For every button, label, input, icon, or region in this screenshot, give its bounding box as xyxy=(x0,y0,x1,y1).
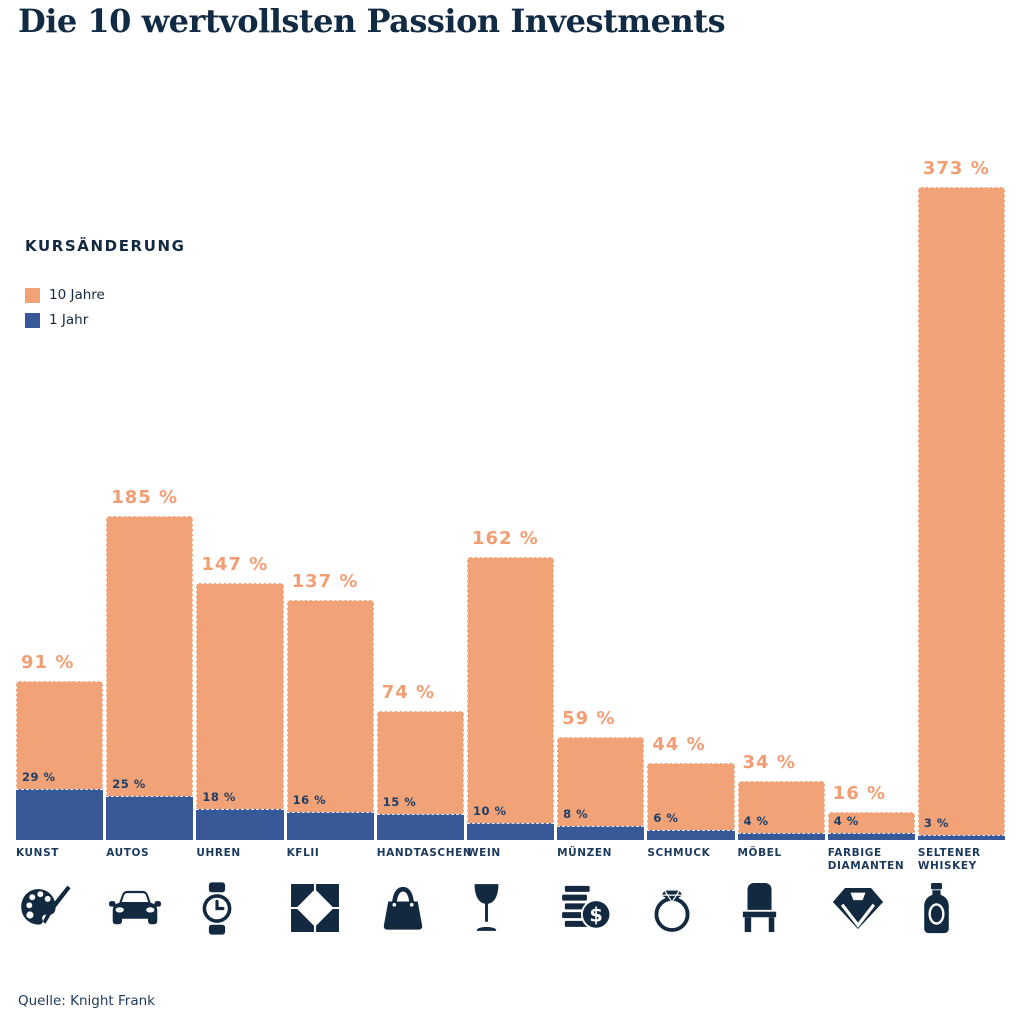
category-label: MÖBEL xyxy=(737,847,782,859)
bar-10y xyxy=(466,556,555,840)
legend-swatch-10-jahre xyxy=(25,287,40,303)
bar-1y-value-label: 8 % xyxy=(563,807,589,821)
column-bars: 16 % 4 % xyxy=(827,150,915,840)
column-bars: 34 % 4 % xyxy=(737,150,825,840)
ring-icon xyxy=(647,880,734,936)
category-label: SCHMUCK xyxy=(647,847,711,859)
bar-10y-value-label: 373 % xyxy=(922,158,990,180)
bar-10y-value-label: 44 % xyxy=(652,734,706,755)
bar-1y xyxy=(466,822,555,840)
bar-1y xyxy=(286,812,374,840)
diamond-icon xyxy=(828,880,915,936)
column-bars: 74 % 15 % xyxy=(376,150,464,840)
column-bars: 59 % 8 % xyxy=(557,150,645,840)
palette-icon xyxy=(16,880,103,936)
column-bars: 137 % 16 % xyxy=(286,150,374,840)
watch-icon xyxy=(196,880,283,936)
bar-1y xyxy=(106,796,194,840)
bar-10y-value-label: 91 % xyxy=(21,651,75,673)
chart-column: 185 % 25 % AUTOS xyxy=(106,150,194,936)
category-label: SELTENER WHISKEY xyxy=(917,847,981,872)
bar-10y-value-label: 162 % xyxy=(471,527,539,549)
chart-column: 34 % 4 % MÖBEL xyxy=(737,150,825,936)
chair-icon xyxy=(738,880,825,936)
category-label: KFLII xyxy=(286,847,320,859)
bar-1y xyxy=(647,829,735,840)
bar-1y xyxy=(376,813,464,840)
kflii-icon xyxy=(287,880,374,936)
bar-10y xyxy=(196,582,284,840)
bar-1y xyxy=(827,833,915,840)
category-label: MÜNZEN xyxy=(557,847,613,859)
category-label: HANDTASCHEN xyxy=(376,847,473,859)
bar-1y xyxy=(557,826,645,840)
chart-column: 74 % 15 % HANDTASCHEN xyxy=(376,150,473,936)
bar-1y-value-label: 4 % xyxy=(833,814,859,828)
column-bars: 147 % 18 % xyxy=(196,150,284,840)
bar-1y xyxy=(917,834,1006,840)
bar-10y-value-label: 34 % xyxy=(742,751,796,773)
bar-10y-value-label: 137 % xyxy=(291,571,359,593)
bar-10y xyxy=(917,187,1006,840)
bar-1y xyxy=(196,808,284,840)
category-label: FARBIGE DIAMANTEN xyxy=(827,847,905,872)
bar-10y-value-label: 16 % xyxy=(832,783,887,804)
legend-item-10-jahre: 10 Jahre xyxy=(25,287,186,303)
bar-10y-value-label: 59 % xyxy=(562,707,616,729)
bar-1y-value-label: 6 % xyxy=(653,810,679,825)
column-bars: 162 % 10 % xyxy=(466,150,555,840)
column-bars: 91 % 29 % xyxy=(16,150,104,840)
bar-1y xyxy=(737,833,825,840)
bar-1y-value-label: 4 % xyxy=(743,814,769,828)
chart-column: 44 % 6 % SCHMUCK xyxy=(647,150,735,936)
bar-10y xyxy=(647,763,735,840)
bar-1y-value-label: 3 % xyxy=(923,815,949,830)
chart-column: 137 % 16 % KFLII xyxy=(286,150,374,936)
category-label: AUTOS xyxy=(106,847,150,859)
category-label: UHREN xyxy=(196,847,241,859)
chart-column: 59 % 8 % MÜNZEN $ xyxy=(557,150,645,936)
whiskey-bottle-icon xyxy=(918,880,1005,936)
chart-column: 162 % 10 % WEIN xyxy=(466,150,555,936)
bar-1y-value-label: 15 % xyxy=(382,794,417,809)
category-label: KUNST xyxy=(16,847,59,859)
bar-1y-value-label: 18 % xyxy=(202,789,236,804)
wine-glass-icon xyxy=(467,880,554,936)
page-title: Die 10 wertvollsten Passion Investments xyxy=(18,2,726,40)
bar-chart: 91 % 29 % KUNST 185 % 25 % AUTOS xyxy=(16,150,1006,936)
bar-10y-value-label: 147 % xyxy=(201,553,269,575)
column-bars: 44 % 6 % xyxy=(647,150,735,840)
legend-item-1-jahr: 1 Jahr xyxy=(25,312,186,328)
bar-10y xyxy=(286,600,374,840)
handbag-icon xyxy=(377,880,464,936)
bar-10y xyxy=(557,736,645,840)
legend-items: 10 Jahre 1 Jahr xyxy=(25,287,186,328)
car-icon xyxy=(106,880,193,936)
chart-column: 147 % 18 % UHREN xyxy=(196,150,284,936)
legend-label-10-jahre: 10 Jahre xyxy=(49,287,105,303)
bar-1y-value-label: 10 % xyxy=(472,803,507,818)
legend-title: KURSÄNDERUNG xyxy=(25,237,186,255)
legend-label-1-jahr: 1 Jahr xyxy=(49,312,89,328)
bar-10y-value-label: 185 % xyxy=(111,487,179,509)
bar-1y-value-label: 25 % xyxy=(112,777,146,792)
bar-1y-value-label: 29 % xyxy=(22,770,56,785)
source-attribution: Quelle: Knight Frank xyxy=(18,993,155,1009)
column-bars: 373 % 3 % xyxy=(917,150,1006,840)
bar-10y xyxy=(106,516,194,840)
column-bars: 185 % 25 % xyxy=(106,150,194,840)
legend: KURSÄNDERUNG 10 Jahre 1 Jahr xyxy=(25,237,186,337)
coins-icon: $ xyxy=(557,880,644,936)
chart-column: 373 % 3 % SELTENER WHISKEY xyxy=(917,150,1006,936)
bar-10y xyxy=(737,780,825,840)
chart-column: 91 % 29 % KUNST xyxy=(16,150,104,936)
category-label: WEIN xyxy=(466,847,501,859)
bar-1y xyxy=(16,789,104,840)
bar-1y-value-label: 16 % xyxy=(292,793,327,807)
legend-swatch-1-jahr xyxy=(25,312,40,328)
svg-text:$: $ xyxy=(590,903,603,926)
chart-column: 16 % 4 % FARBIGE DIAMANTEN xyxy=(827,150,915,936)
bar-10y-value-label: 74 % xyxy=(381,681,436,703)
